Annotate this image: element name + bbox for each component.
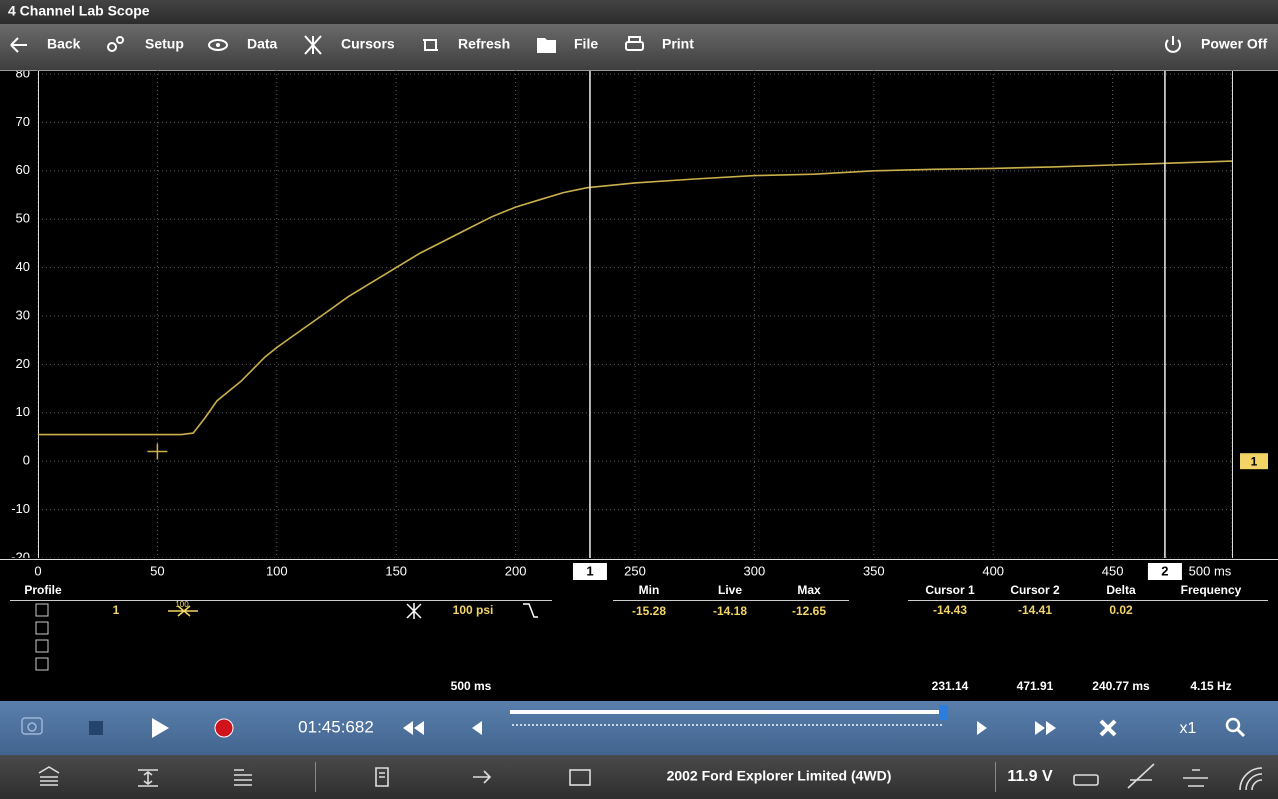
column-header: Live <box>718 583 742 597</box>
app-title: 4 Channel Lab Scope <box>8 3 150 19</box>
channel-marker-label: 1 <box>1251 454 1258 468</box>
x-tick-label: 400 <box>982 563 1004 578</box>
scale-badge: 100 <box>175 600 189 609</box>
column-header: Min <box>639 583 660 597</box>
toolbar <box>0 24 1278 70</box>
toolbar-button[interactable]: Data <box>247 36 278 52</box>
scale-icon <box>168 605 198 617</box>
battery-voltage: 11.9 V <box>1007 768 1053 785</box>
cursor-tag-label: 1 <box>586 563 593 578</box>
status-icons[interactable] <box>38 762 1263 792</box>
column-header: Cursor 1 <box>925 583 975 597</box>
playback-bar <box>0 701 1278 755</box>
x-tick-label: 100 <box>266 563 288 578</box>
plot: -20 -10 0 10 20 30 40 50 60 70 80 0 50 100 150 200 250 30… <box>0 65 1278 580</box>
range: 100 psi <box>453 603 494 617</box>
measurement-value: -15.28 <box>632 604 666 618</box>
cursor-tag <box>1147 563 1182 580</box>
toolbar-button[interactable]: Refresh <box>458 36 510 52</box>
cursor-time: 471.91 <box>1017 679 1054 693</box>
status-bar <box>0 755 1278 799</box>
vehicle-name: 2002 Ford Explorer Limited (4WD) <box>667 768 892 784</box>
column-header: Max <box>797 583 821 597</box>
x-tick-label: 500 ms <box>1189 563 1232 578</box>
cursor-tag <box>572 563 607 580</box>
column-header: Frequency <box>1181 583 1242 597</box>
cursor-time: 231.14 <box>932 679 969 693</box>
title-bar <box>0 0 1278 24</box>
cursor-value: -14.41 <box>1018 603 1052 617</box>
y-tick-label: 20 <box>16 356 30 371</box>
measurement-value: -12.65 <box>792 604 826 618</box>
playback-time: 01:45:682 <box>298 717 374 736</box>
y-tick-label: 80 <box>16 65 30 80</box>
toolbar-button[interactable]: Print <box>662 36 694 52</box>
x-tick-label: 200 <box>505 563 527 578</box>
cursor-value: -14.43 <box>933 603 967 617</box>
x-tick-label: 350 <box>863 563 885 578</box>
cursor-value: 0.02 <box>1109 603 1133 617</box>
measurement-value: -14.18 <box>713 604 747 618</box>
toolbar-button[interactable]: Cursors <box>341 36 395 52</box>
trace <box>38 160 1233 436</box>
toolbar-icons <box>10 35 1181 55</box>
timebase: 500 ms <box>451 679 492 693</box>
toolbar-button[interactable]: Setup <box>145 36 184 52</box>
x-tick-label: 0 <box>34 563 41 578</box>
delta-time: 240.77 ms <box>1092 679 1150 693</box>
y-tick-label: 50 <box>16 211 30 226</box>
scope-area <box>0 71 1278 701</box>
column-header: Profile <box>24 583 62 597</box>
y-tick-label: -20 <box>11 549 30 564</box>
probe-icon <box>406 603 422 619</box>
channel-number: 1 <box>113 603 120 617</box>
column-header: Cursor 2 <box>1010 583 1060 597</box>
x-tick-label: 450 <box>1102 563 1124 578</box>
channel-toggles <box>35 603 49 671</box>
channel-marker <box>1240 453 1268 470</box>
playback-controls[interactable] <box>21 705 1246 738</box>
y-tick-label: 30 <box>16 307 30 322</box>
y-tick-label: -10 <box>11 501 30 516</box>
toolbar-button[interactable]: File <box>574 36 598 52</box>
y-tick-label: 70 <box>16 114 30 129</box>
trigger-slope-icon <box>523 603 538 618</box>
y-tick-label: 40 <box>16 259 30 274</box>
x-tick-label: 50 <box>150 563 164 578</box>
toolbar-button[interactable]: Back <box>47 36 81 52</box>
x-tick-label: 150 <box>385 563 407 578</box>
y-tick-label: 10 <box>16 404 30 419</box>
frequency: 4.15 Hz <box>1190 679 1231 693</box>
y-tick-label: 60 <box>16 162 30 177</box>
x-tick-label: 250 <box>624 563 646 578</box>
zoom-button[interactable]: x1 <box>1180 720 1197 737</box>
toolbar-button[interactable]: Power Off <box>1201 36 1267 52</box>
cursor-tag-label: 2 <box>1161 563 1168 578</box>
column-header: Delta <box>1106 583 1136 597</box>
x-tick-label: 300 <box>744 563 766 578</box>
trigger-marker <box>147 443 168 460</box>
y-tick-label: 0 <box>23 453 30 468</box>
